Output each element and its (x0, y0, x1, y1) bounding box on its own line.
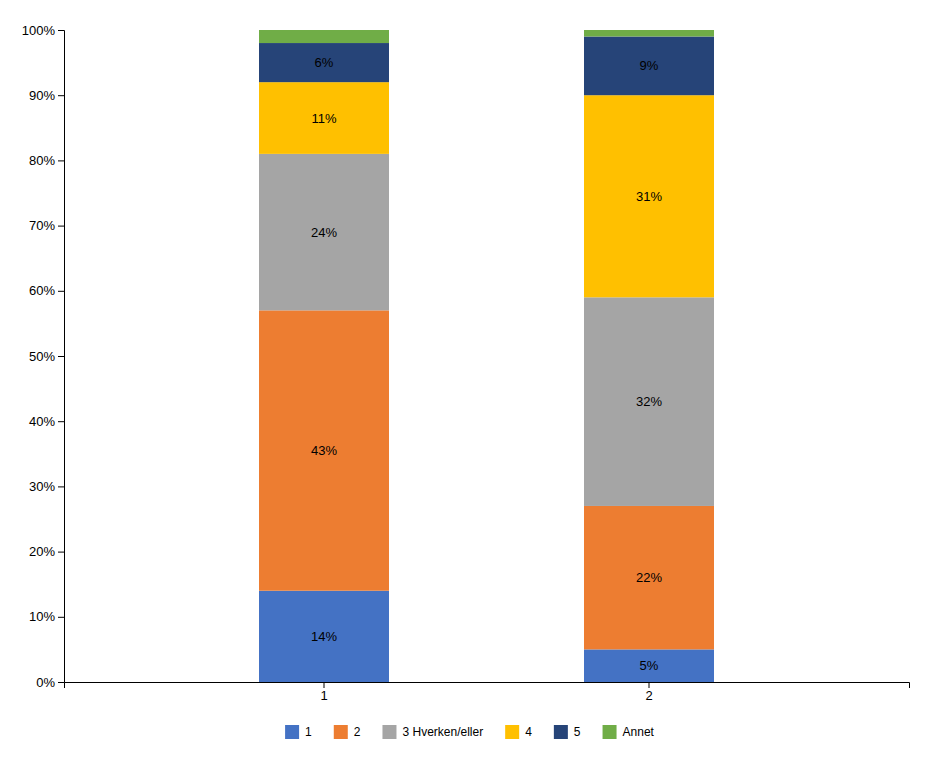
y-tick: 30% (29, 479, 64, 494)
y-tick: 70% (29, 218, 64, 233)
x-tick-mark (649, 682, 650, 688)
legend-item: 5 (554, 725, 581, 739)
bar-segment (584, 297, 714, 506)
data-label: 11% (311, 111, 336, 126)
x-tick-mark (324, 682, 325, 688)
legend-item: 1 (285, 725, 312, 739)
bar-segment (259, 30, 389, 43)
bar-segment (584, 506, 714, 649)
legend-item: 2 (334, 725, 361, 739)
legend-label: 1 (305, 725, 312, 739)
bar-segment (259, 591, 389, 682)
y-tick-mark (58, 95, 64, 96)
legend-swatch (505, 725, 519, 739)
y-tick-label: 50% (29, 349, 55, 364)
y-axis-line (58, 31, 65, 683)
y-tick: 0% (36, 675, 64, 690)
y-tick-mark (58, 160, 64, 161)
y-tick-mark (58, 356, 64, 357)
y-axis: 0% 10% 20% 30% 40% 50% 60% 70% 80% 90% 100% (22, 23, 65, 690)
legend-swatch (603, 725, 617, 739)
y-tick-label: 10% (29, 609, 55, 624)
bar-segment (584, 30, 714, 37)
bar-segment (584, 37, 714, 96)
legend-item: 4 (505, 725, 532, 739)
bar-segment (584, 649, 714, 682)
bar-segment (259, 82, 389, 154)
y-tick: 50% (29, 349, 64, 364)
x-tick-label: 2 (645, 688, 652, 703)
legend-swatch (334, 725, 348, 739)
legend: 1 2 3 Hverken/eller 4 5 Annet (285, 725, 654, 739)
y-tick-label: 0% (36, 675, 55, 690)
y-tick-label: 20% (29, 544, 55, 559)
data-label: 5% (640, 658, 659, 673)
y-tick-label: 80% (29, 153, 55, 168)
y-tick: 100% (22, 23, 64, 38)
x-tick: 1 (320, 682, 327, 703)
y-tick-label: 90% (29, 88, 55, 103)
data-label: 22% (636, 570, 662, 585)
bar-segment (259, 310, 389, 590)
legend-label: Annet (623, 725, 655, 739)
data-label: 31% (636, 189, 662, 204)
y-tick-mark (58, 421, 64, 422)
y-tick: 80% (29, 153, 64, 168)
plot: 0%10%20%30%40%50%60%70%80%90%100%1214%5%… (22, 23, 910, 704)
y-tick-mark (58, 552, 64, 553)
y-tick: 20% (29, 544, 64, 559)
bars (259, 30, 714, 682)
x-tick-label: 1 (320, 688, 327, 703)
legend-swatch (554, 725, 568, 739)
legend-label: 4 (525, 725, 532, 739)
data-labels: 14% 5% 43% 22% 24% 32% 11% 31% 6% 9% (311, 55, 662, 673)
bar-segment (259, 154, 389, 310)
data-label: 32% (636, 394, 662, 409)
legend-item: Annet (603, 725, 655, 739)
y-tick: 90% (29, 88, 64, 103)
x-tick: 2 (645, 682, 652, 703)
bar-segment (584, 95, 714, 297)
x-axis: 12 (65, 682, 910, 703)
y-tick: 40% (29, 414, 64, 429)
data-label: 43% (311, 443, 337, 458)
y-tick-label: 100% (22, 23, 56, 38)
y-tick-mark (58, 486, 64, 487)
legend-item: 3 Hverken/eller (382, 725, 483, 739)
data-label: 24% (311, 225, 337, 240)
y-tick-mark (58, 30, 64, 31)
y-tick: 60% (29, 283, 64, 298)
legend-swatch (285, 725, 299, 739)
legend-swatch (382, 725, 396, 739)
y-tick-label: 30% (29, 479, 55, 494)
y-tick-mark (58, 226, 64, 227)
chart: 0%10%20%30%40%50%60%70%80%90%100%1214%5%… (0, 0, 939, 772)
y-tick-mark (58, 682, 64, 683)
legend-label: 5 (574, 725, 581, 739)
y-tick-label: 70% (29, 218, 55, 233)
y-tick-mark (58, 291, 64, 292)
data-label: 6% (315, 55, 334, 70)
legend-label: 2 (354, 725, 361, 739)
data-label: 14% (311, 629, 337, 644)
y-tick-mark (58, 617, 64, 618)
data-label: 9% (640, 58, 659, 73)
y-tick-label: 60% (29, 283, 55, 298)
y-tick-label: 40% (29, 414, 55, 429)
x-axis-line (65, 683, 910, 689)
legend-label: 3 Hverken/eller (402, 725, 483, 739)
bar-segment (259, 43, 389, 82)
y-tick: 10% (29, 609, 64, 624)
